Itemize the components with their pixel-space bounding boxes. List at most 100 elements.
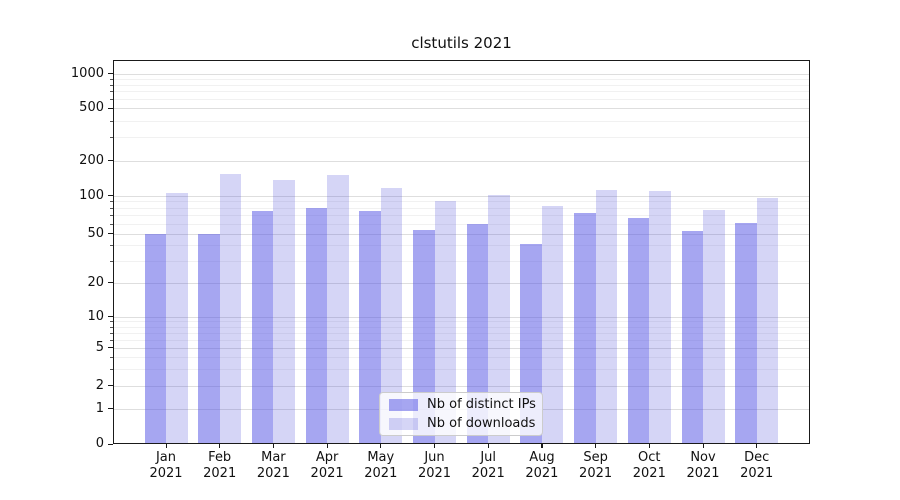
x-tick-label: Dec 2021 bbox=[740, 450, 774, 481]
major-gridline bbox=[113, 385, 810, 387]
legend-label-distinct-ips: Nb of distinct IPs bbox=[427, 397, 536, 412]
minor-gridline bbox=[113, 245, 810, 247]
bar-distinct-ips bbox=[413, 230, 435, 443]
y-minor-tick-mark bbox=[110, 260, 113, 262]
y-tick-mark bbox=[108, 347, 113, 349]
minor-gridline bbox=[113, 321, 810, 323]
x-tick-mark bbox=[648, 444, 650, 448]
legend-swatch-downloads bbox=[389, 417, 418, 430]
bar-distinct-ips bbox=[735, 222, 757, 443]
x-tick-label: Jul 2021 bbox=[471, 450, 505, 481]
y-tick-mark bbox=[108, 73, 113, 75]
bar-distinct-ips bbox=[627, 218, 650, 443]
legend-entry-distinct-ips: Nb of distinct IPs bbox=[389, 397, 536, 412]
bar-distinct-ips bbox=[681, 231, 703, 443]
bar-downloads bbox=[273, 180, 295, 443]
y-minor-tick-mark bbox=[110, 339, 113, 341]
major-gridline bbox=[113, 195, 810, 197]
minor-gridline bbox=[113, 260, 810, 262]
minor-gridline bbox=[113, 78, 810, 80]
y-minor-tick-mark bbox=[110, 368, 113, 370]
y-tick-mark bbox=[108, 316, 113, 318]
bar-distinct-ips bbox=[305, 207, 328, 443]
minor-gridline bbox=[113, 339, 810, 341]
bar-distinct-ips bbox=[198, 233, 220, 443]
y-minor-tick-mark bbox=[110, 98, 113, 100]
bar-downloads bbox=[756, 197, 779, 443]
minor-gridline bbox=[113, 137, 810, 139]
y-tick-label: 200 bbox=[79, 152, 104, 168]
minor-gridline bbox=[113, 215, 810, 217]
minor-gridline bbox=[113, 84, 810, 86]
y-tick-label: 2 bbox=[95, 377, 104, 393]
y-tick-label: 1000 bbox=[70, 65, 104, 81]
y-minor-tick-mark bbox=[110, 356, 113, 358]
bar-distinct-ips bbox=[144, 233, 166, 443]
y-tick-mark bbox=[108, 385, 113, 387]
x-tick-mark bbox=[434, 444, 436, 448]
y-minor-tick-mark bbox=[110, 201, 113, 203]
x-tick-mark bbox=[165, 444, 167, 448]
y-tick-label: 50 bbox=[87, 225, 104, 241]
x-tick-label: Nov 2021 bbox=[686, 450, 720, 481]
bar-distinct-ips bbox=[251, 211, 274, 443]
minor-gridline bbox=[113, 356, 810, 358]
y-tick-mark bbox=[108, 195, 113, 197]
minor-gridline bbox=[113, 223, 810, 225]
chart-title: clstutils 2021 bbox=[411, 34, 512, 52]
x-tick-mark bbox=[702, 444, 704, 448]
bar-downloads bbox=[649, 190, 671, 443]
major-gridline bbox=[113, 347, 810, 349]
y-minor-tick-mark bbox=[110, 91, 113, 93]
x-tick-mark bbox=[272, 444, 275, 448]
major-gridline bbox=[113, 233, 810, 235]
y-minor-tick-mark bbox=[110, 223, 113, 225]
bar-downloads bbox=[595, 189, 618, 443]
minor-gridline bbox=[113, 368, 810, 370]
y-tick-mark bbox=[108, 282, 113, 284]
legend-swatch-distinct-ips bbox=[389, 398, 418, 411]
y-tick-label: 500 bbox=[79, 100, 104, 115]
y-minor-tick-mark bbox=[110, 78, 113, 80]
bar-downloads bbox=[380, 188, 403, 443]
legend-entry-downloads: Nb of downloads bbox=[389, 416, 535, 431]
y-minor-tick-mark bbox=[110, 245, 113, 247]
y-tick-mark bbox=[108, 408, 113, 410]
minor-gridline bbox=[113, 91, 810, 93]
bar-downloads bbox=[434, 200, 456, 443]
y-tick-label: 10 bbox=[87, 308, 104, 324]
y-minor-tick-mark bbox=[110, 321, 113, 323]
major-gridline bbox=[113, 108, 810, 109]
bar-downloads bbox=[488, 194, 510, 443]
y-tick-label: 100 bbox=[79, 187, 104, 203]
major-gridline bbox=[113, 316, 810, 318]
plot-area: Nb of distinct IPs Nb of downloads bbox=[113, 60, 810, 444]
minor-gridline bbox=[113, 201, 810, 203]
y-tick-label: 5 bbox=[95, 339, 104, 355]
y-tick-mark bbox=[108, 107, 113, 109]
bar-distinct-ips bbox=[466, 223, 489, 443]
y-tick-mark bbox=[108, 160, 113, 162]
minor-gridline bbox=[113, 207, 810, 209]
y-minor-tick-mark bbox=[110, 215, 113, 217]
x-tick-mark bbox=[326, 444, 328, 448]
y-tick-label: 20 bbox=[87, 274, 104, 290]
y-minor-tick-mark bbox=[110, 137, 113, 139]
bar-downloads bbox=[327, 175, 349, 443]
y-minor-tick-mark bbox=[110, 84, 113, 86]
major-gridline bbox=[113, 160, 810, 162]
major-gridline bbox=[113, 73, 810, 75]
x-tick-label: Sep 2021 bbox=[579, 450, 613, 481]
x-tick-mark bbox=[219, 444, 221, 448]
y-tick-mark bbox=[108, 233, 113, 235]
y-minor-tick-mark bbox=[110, 332, 113, 334]
minor-gridline bbox=[113, 326, 810, 328]
x-tick-label: Jan 2021 bbox=[149, 450, 183, 481]
x-tick-label: Feb 2021 bbox=[203, 450, 237, 481]
bar-downloads bbox=[703, 209, 725, 443]
bar-downloads bbox=[219, 174, 242, 443]
legend: Nb of distinct IPs Nb of downloads bbox=[379, 392, 543, 436]
x-tick-label: Mar 2021 bbox=[256, 450, 290, 481]
x-tick-mark bbox=[380, 444, 382, 448]
